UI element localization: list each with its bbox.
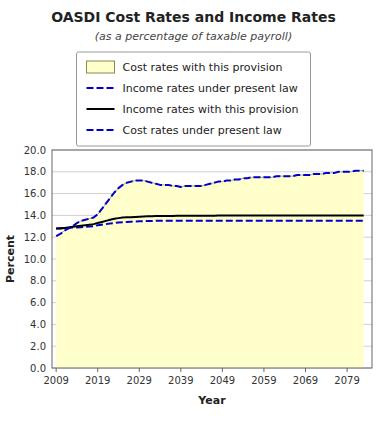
plot-frame [52,150,372,368]
y-tick-label: 14.0 [24,210,46,221]
x-tick [139,368,140,372]
x-tick [305,368,306,372]
area [56,171,364,368]
plot-background [52,150,372,368]
legend-swatch [87,129,115,131]
legend-label: Cost rates under present law [123,124,282,137]
x-tick-label: 2079 [334,375,359,386]
title: OASDI Cost Rates and Income Rates [51,9,336,25]
y-tick-label: 0.0 [30,363,46,374]
chart: OASDI Cost Rates and Income Rates (as a p… [0,0,387,430]
subtitle: (as a percentage of taxable payroll) [95,30,292,43]
y-tick-label: 8.0 [30,275,46,286]
x-tick-label: 2029 [127,375,152,386]
x-tick-label: 2059 [251,375,276,386]
y-tick-label: 20.0 [24,145,46,156]
area-edge [56,171,364,236]
y-tick-label: 10.0 [24,254,46,265]
x-tick-label: 2039 [168,375,193,386]
x-tick-label: 2069 [293,375,318,386]
y-tick-label: 18.0 [24,166,46,177]
x-tick [222,368,223,372]
legend-label: Cost rates with this provision [123,61,283,74]
legend-label: Income rates under present law [123,82,298,95]
y-axis-label: Percent [4,235,17,283]
grid [52,150,372,368]
x-tick-label: 2019 [85,375,110,386]
y-tick-label: 6.0 [30,297,46,308]
x-tick [180,368,181,372]
legend-box [77,52,311,146]
legend: Cost rates with this provision Income rat… [77,52,311,146]
y-tick-label: 2.0 [30,341,46,352]
legend-label: Income rates with this provision [123,103,299,116]
x-tick [97,368,98,372]
x-tick-label: 2049 [210,375,235,386]
grid-line [52,171,372,172]
y-tick-label: 12.0 [24,232,46,243]
line [56,215,364,228]
data-layer [56,171,364,368]
x-tick [347,368,348,372]
x-tick-label: 2009 [43,375,68,386]
x-tick [263,368,264,372]
y-tick-label: 4.0 [30,319,46,330]
legend-swatch [87,108,115,110]
legend-swatch [87,61,115,73]
legend-swatch [87,87,115,89]
x-tick [56,368,57,372]
y-tick-label: 16.0 [24,188,46,199]
line [56,171,364,236]
x-axis-label: Year [197,394,226,407]
